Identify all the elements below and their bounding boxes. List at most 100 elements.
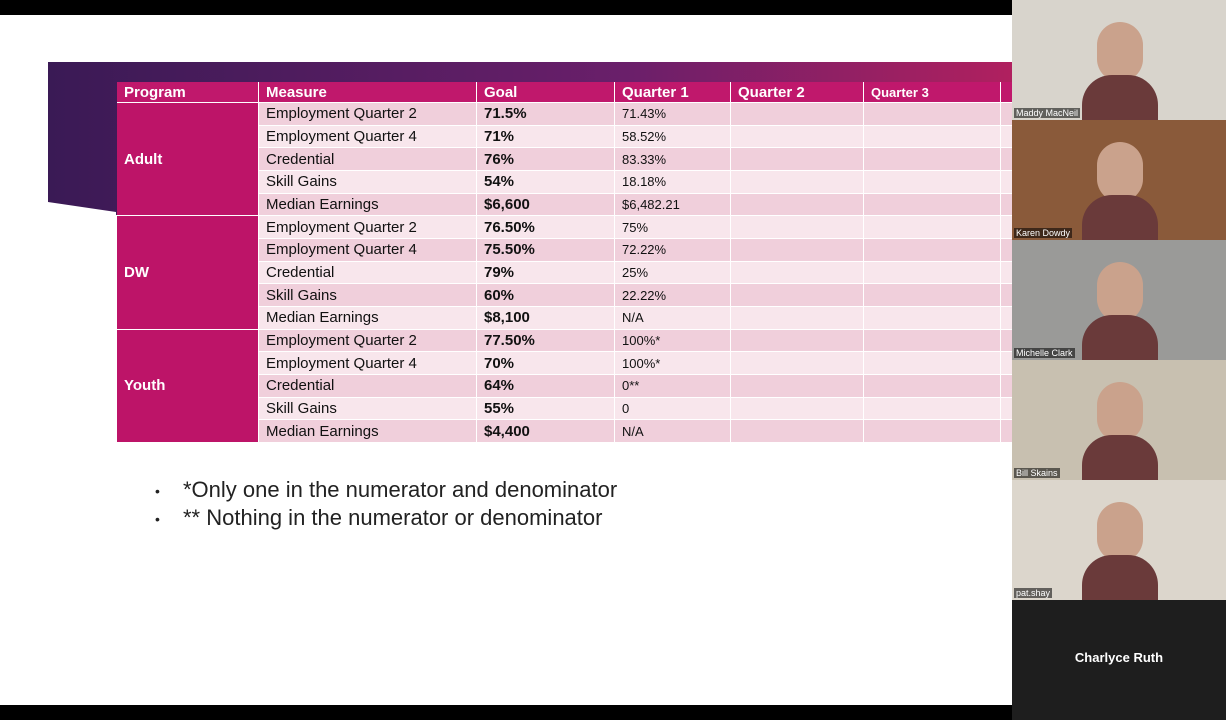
participant-name: Charlyce Ruth	[1074, 650, 1164, 665]
q1-cell: 22.22%	[615, 284, 731, 308]
goal-cell: 71%	[477, 125, 615, 149]
goal-cell: 64%	[477, 375, 615, 398]
measure-cell: Credential	[259, 375, 477, 398]
participant-tile[interactable]: Maddy MacNeil	[1012, 0, 1226, 120]
avatar	[1082, 195, 1158, 240]
goal-cell: 60%	[477, 284, 615, 308]
empty-cell	[731, 261, 864, 285]
participant-tile[interactable]: Karen Dowdy	[1012, 120, 1226, 240]
empty-cell	[864, 148, 1001, 171]
participant-tile[interactable]: Bill Skains	[1012, 360, 1226, 480]
empty-cell	[1001, 397, 1012, 421]
empty-cell	[1001, 125, 1012, 149]
measure-cell: Median Earnings	[259, 420, 477, 444]
empty-cell	[864, 284, 1001, 308]
empty-cell	[1001, 148, 1012, 171]
empty-cell	[1001, 307, 1012, 330]
empty-cell	[864, 375, 1001, 398]
q1-cell: 58.52%	[615, 125, 731, 149]
empty-cell	[1001, 171, 1012, 194]
footnote: *Only one in the numerator and denominat…	[155, 477, 617, 505]
header-cell: Measure	[259, 82, 477, 103]
measure-cell: Employment Quarter 4	[259, 125, 477, 149]
empty-cell	[864, 352, 1001, 376]
q1-cell: 83.33%	[615, 148, 731, 171]
goal-cell: 55%	[477, 397, 615, 421]
empty-cell	[864, 193, 1001, 217]
goal-cell: 54%	[477, 171, 615, 194]
empty-cell	[1001, 239, 1012, 262]
empty-cell	[1001, 216, 1012, 239]
participant-name: pat.shay	[1014, 588, 1053, 598]
goal-cell: 75.50%	[477, 239, 615, 262]
empty-cell	[864, 216, 1001, 239]
empty-cell	[1001, 103, 1012, 126]
goal-cell: 70%	[477, 352, 615, 376]
q1-cell: 72.22%	[615, 239, 731, 262]
empty-cell	[731, 307, 864, 330]
empty-cell	[864, 171, 1001, 194]
empty-cell	[1001, 284, 1012, 308]
avatar	[1097, 502, 1143, 562]
measure-cell: Skill Gains	[259, 284, 477, 308]
goal-cell: 76%	[477, 148, 615, 171]
avatar	[1082, 435, 1158, 480]
participant-tile[interactable]: Charlyce Ruth	[1012, 600, 1226, 720]
empty-cell	[864, 329, 1001, 353]
q1-cell: 25%	[615, 261, 731, 285]
measure-cell: Credential	[259, 261, 477, 285]
measure-cell: Employment Quarter 2	[259, 329, 477, 353]
slide: Program Measure Goal Quarter 1 Quarter 2 Quar…	[0, 15, 1012, 705]
participant-tile[interactable]: pat.shay	[1012, 480, 1226, 600]
measure-cell: Skill Gains	[259, 397, 477, 421]
program-cell: DW	[117, 216, 259, 330]
participant-name: Karen Dowdy	[1014, 228, 1073, 238]
avatar	[1097, 142, 1143, 202]
header-cell	[1001, 82, 1012, 103]
goal-cell: $6,600	[477, 193, 615, 217]
empty-cell	[1001, 193, 1012, 217]
avatar	[1082, 315, 1158, 360]
q1-cell: 100%*	[615, 352, 731, 376]
empty-cell	[731, 239, 864, 262]
measure-cell: Median Earnings	[259, 307, 477, 330]
program-cell: Youth	[117, 329, 259, 444]
avatar	[1082, 75, 1158, 120]
goal-cell: 71.5%	[477, 103, 615, 126]
empty-cell	[1001, 420, 1012, 444]
empty-cell	[1001, 329, 1012, 353]
header-cell: Quarter 3	[864, 82, 1001, 103]
participant-tile[interactable]: Michelle Clark	[1012, 240, 1226, 360]
q1-cell: 18.18%	[615, 171, 731, 194]
empty-cell	[731, 352, 864, 376]
header-cell: Goal	[477, 82, 615, 103]
measure-cell: Employment Quarter 4	[259, 239, 477, 262]
goal-cell: 77.50%	[477, 329, 615, 353]
empty-cell	[731, 148, 864, 171]
empty-cell	[864, 307, 1001, 330]
empty-cell	[1001, 375, 1012, 398]
measure-cell: Credential	[259, 148, 477, 171]
empty-cell	[864, 420, 1001, 444]
avatar	[1097, 22, 1143, 82]
measure-cell: Employment Quarter 4	[259, 352, 477, 376]
empty-cell	[731, 171, 864, 194]
empty-cell	[731, 216, 864, 239]
footnotes: *Only one in the numerator and denominat…	[155, 477, 617, 533]
empty-cell	[731, 375, 864, 398]
program-cell: Adult	[117, 103, 259, 217]
empty-cell	[864, 239, 1001, 262]
q1-cell: 71.43%	[615, 103, 731, 126]
goal-cell: 79%	[477, 261, 615, 285]
header-cell: Program	[117, 82, 259, 103]
q1-cell: 0	[615, 397, 731, 421]
footnote: ** Nothing in the numerator or denominat…	[155, 505, 617, 533]
empty-cell	[864, 103, 1001, 126]
avatar	[1082, 555, 1158, 600]
empty-cell	[1001, 352, 1012, 376]
empty-cell	[731, 329, 864, 353]
header-cell: Quarter 1	[615, 82, 731, 103]
empty-cell	[864, 125, 1001, 149]
participant-name: Michelle Clark	[1014, 348, 1075, 358]
participant-name: Bill Skains	[1014, 468, 1060, 478]
